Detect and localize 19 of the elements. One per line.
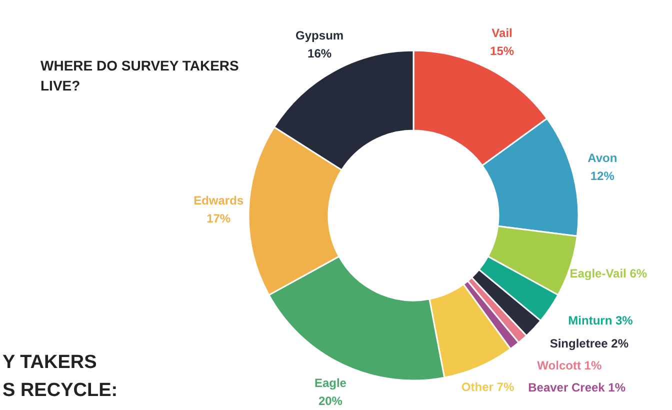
text: S RECYCLE: [2,380,118,401]
slice-label: Edwards [194,193,244,208]
data-label: 16% [308,46,332,61]
slice-label: Wolcott 1% [537,358,602,373]
data-label: 12% [590,169,615,184]
slice-label: Eagle-Vail 6% [570,266,648,280]
slice-label: Avon [588,151,618,166]
slice-label: Other 7% [461,380,514,394]
data-label: 20% [318,394,343,408]
text: Y TAKERS [2,352,97,373]
data-label: 17% [206,211,231,226]
slice-label: Eagle [314,376,347,390]
data-label: 15% [490,44,514,58]
slice-label: Vail [492,26,512,40]
text: WHERE DO SURVEY TAKERS LIVE? [40,58,239,94]
slice-label: Gypsum [296,28,344,43]
slice-label: Beaver Creek 1% [528,380,626,395]
slice-label: Singletree 2% [550,336,629,351]
slice-label: Minturn 3% [568,314,634,328]
